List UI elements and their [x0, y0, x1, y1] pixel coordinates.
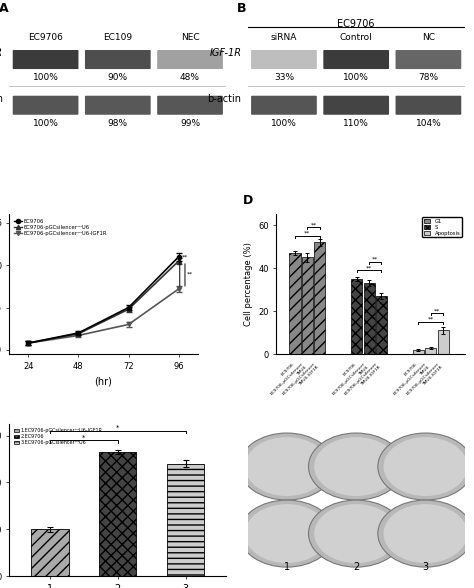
Bar [314, 242, 325, 354]
Text: EC9706-pGCsilencer
TMU6-IGF1R: EC9706-pGCsilencer TMU6-IGF1R [406, 362, 443, 399]
Circle shape [245, 437, 329, 496]
Text: **: ** [366, 265, 372, 270]
Text: **: ** [304, 231, 310, 236]
Circle shape [314, 504, 398, 563]
Text: 100%: 100% [271, 119, 297, 128]
Text: 48%: 48% [180, 74, 200, 82]
Text: IGF-1R: IGF-1R [0, 48, 3, 58]
Legend: EC9706, EC9706-pGCsilencerᵀᴹU6, EC9706-pGCsilencerᵀᴹU6-IGF1R: EC9706, EC9706-pGCsilencerᵀᴹU6, EC9706-p… [12, 217, 109, 238]
Text: 33%: 33% [274, 74, 294, 82]
Text: 100%: 100% [33, 119, 58, 128]
FancyBboxPatch shape [13, 96, 79, 115]
Text: EC9706: EC9706 [342, 362, 357, 376]
Legend: 1.EC9706-pGCsilencerᵀᴹU6-IGF1R, 2.EC9706, 3.EC9706-pGCsilencerᵀᴹU6: 1.EC9706-pGCsilencerᵀᴹU6-IGF1R, 2.EC9706… [12, 426, 104, 447]
Text: EC9706: EC9706 [404, 362, 419, 376]
Text: IGF-1R: IGF-1R [210, 48, 241, 58]
Text: **: ** [310, 222, 317, 228]
Text: 110%: 110% [343, 119, 369, 128]
Text: EC9706-pGCsilencer
TMU6-IGF1R: EC9706-pGCsilencer TMU6-IGF1R [344, 362, 382, 399]
Text: B: B [237, 2, 246, 15]
Circle shape [309, 433, 404, 500]
Text: A: A [0, 2, 8, 15]
Circle shape [378, 433, 473, 500]
Bar [425, 348, 437, 354]
Circle shape [383, 504, 467, 563]
Text: NEC: NEC [181, 33, 200, 42]
Text: EC9706-pGCsilencer
TMU6: EC9706-pGCsilencer TMU6 [393, 362, 431, 399]
FancyBboxPatch shape [85, 50, 151, 69]
Bar [413, 350, 424, 354]
Text: *: * [116, 425, 119, 431]
Circle shape [383, 437, 467, 496]
FancyBboxPatch shape [13, 50, 79, 69]
Text: b-actin: b-actin [0, 94, 3, 104]
FancyBboxPatch shape [157, 96, 223, 115]
Text: 2: 2 [353, 562, 359, 572]
FancyBboxPatch shape [85, 96, 151, 115]
Bar [167, 464, 204, 576]
Bar [376, 296, 387, 354]
Text: **: ** [428, 317, 434, 322]
Text: 98%: 98% [108, 119, 128, 128]
Text: EC109: EC109 [103, 33, 132, 42]
Y-axis label: Cell percentage (%): Cell percentage (%) [244, 242, 253, 326]
Circle shape [314, 437, 398, 496]
Text: EC9706: EC9706 [337, 19, 375, 29]
Text: Control: Control [340, 33, 373, 42]
Text: EC9706-pGCsilencer
TMU6: EC9706-pGCsilencer TMU6 [331, 362, 369, 399]
Bar [364, 283, 374, 354]
Text: 100%: 100% [343, 74, 369, 82]
Text: 100%: 100% [33, 74, 58, 82]
FancyBboxPatch shape [395, 96, 461, 115]
FancyBboxPatch shape [251, 50, 317, 69]
Text: 90%: 90% [108, 74, 128, 82]
Text: 1: 1 [284, 562, 290, 572]
X-axis label: (hr): (hr) [94, 376, 112, 386]
FancyBboxPatch shape [157, 50, 223, 69]
Bar [302, 258, 313, 354]
Text: 99%: 99% [180, 119, 200, 128]
Text: siRNA: siRNA [271, 33, 297, 42]
Text: EC9706-pGCsilencer
TMU6: EC9706-pGCsilencer TMU6 [270, 362, 307, 399]
Text: 104%: 104% [416, 119, 441, 128]
Text: EC9706: EC9706 [280, 362, 295, 376]
Bar [438, 330, 449, 354]
Text: NC: NC [422, 33, 435, 42]
Text: **: ** [187, 271, 193, 276]
Text: 3: 3 [422, 562, 428, 572]
Bar [31, 529, 69, 576]
FancyBboxPatch shape [323, 50, 389, 69]
Text: **: ** [372, 257, 378, 262]
Text: **: ** [182, 255, 188, 260]
Circle shape [245, 504, 329, 563]
Text: EC9706-pGCsilencer
TMU6-IGF1R: EC9706-pGCsilencer TMU6-IGF1R [282, 362, 319, 399]
Circle shape [239, 433, 335, 500]
Circle shape [239, 500, 335, 567]
Text: 78%: 78% [419, 74, 438, 82]
FancyBboxPatch shape [323, 96, 389, 115]
Legend: G1, S, Apoptosis: G1, S, Apoptosis [422, 217, 462, 238]
Text: **: ** [434, 308, 440, 313]
Bar [351, 279, 362, 354]
Text: EC9706: EC9706 [28, 33, 63, 42]
FancyBboxPatch shape [251, 96, 317, 115]
FancyBboxPatch shape [395, 50, 461, 69]
Bar [290, 253, 301, 354]
Circle shape [309, 500, 404, 567]
Text: b-actin: b-actin [207, 94, 241, 104]
Circle shape [378, 500, 473, 567]
Text: *: * [82, 435, 86, 440]
Bar [99, 452, 137, 576]
Text: D: D [243, 195, 253, 208]
